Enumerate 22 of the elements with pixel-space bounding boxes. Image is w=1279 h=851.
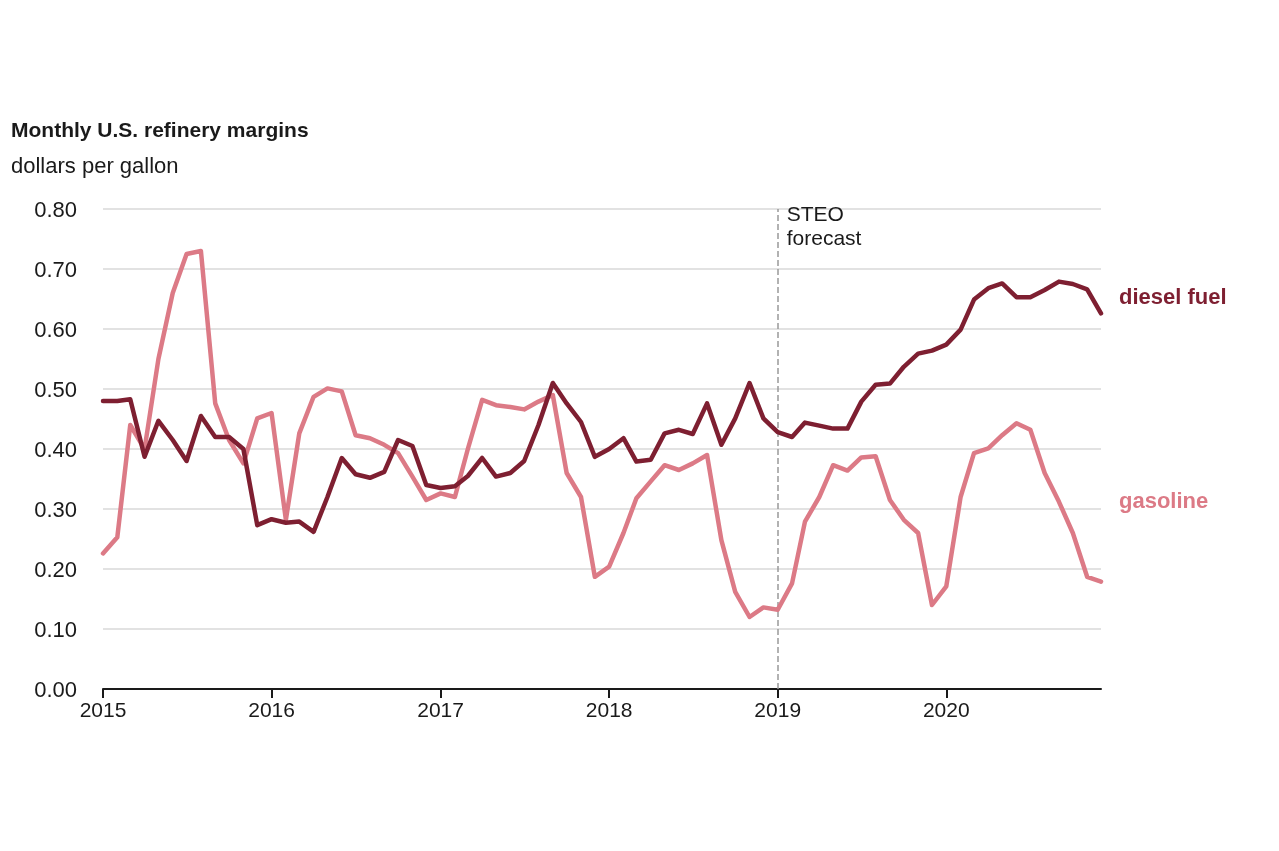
x-tick-label: 2019	[754, 698, 802, 721]
chart-title: Monthly U.S. refinery margins	[11, 118, 309, 141]
y-axis-title: dollars per gallon	[11, 152, 179, 178]
line-series	[100, 279, 1104, 535]
y-tick-label: 0.80	[34, 196, 77, 222]
x-tick-label: 2020	[922, 698, 970, 721]
x-tick-label: 2017	[417, 698, 464, 721]
x-tick-label: 2016	[248, 698, 295, 721]
ref-line-label: STEO forecast	[786, 201, 862, 249]
y-tick-label: 0.00	[34, 676, 77, 702]
y-tick-label: 0.70	[34, 256, 77, 282]
x-tick-label: 2018	[585, 698, 633, 721]
y-tick-label: 0.60	[34, 316, 77, 342]
series-label: diesel fuel	[1119, 283, 1227, 309]
x-tick-label: 2015	[79, 698, 127, 721]
y-tick-label: 0.50	[34, 376, 77, 402]
y-tick-label: 0.20	[34, 556, 77, 582]
line-series	[100, 248, 1104, 620]
y-tick-label: 0.30	[34, 496, 77, 522]
y-tick-label: 0.40	[34, 436, 77, 462]
text: gasoline	[1119, 488, 1209, 514]
y-tick-label: 0.10	[34, 616, 77, 642]
